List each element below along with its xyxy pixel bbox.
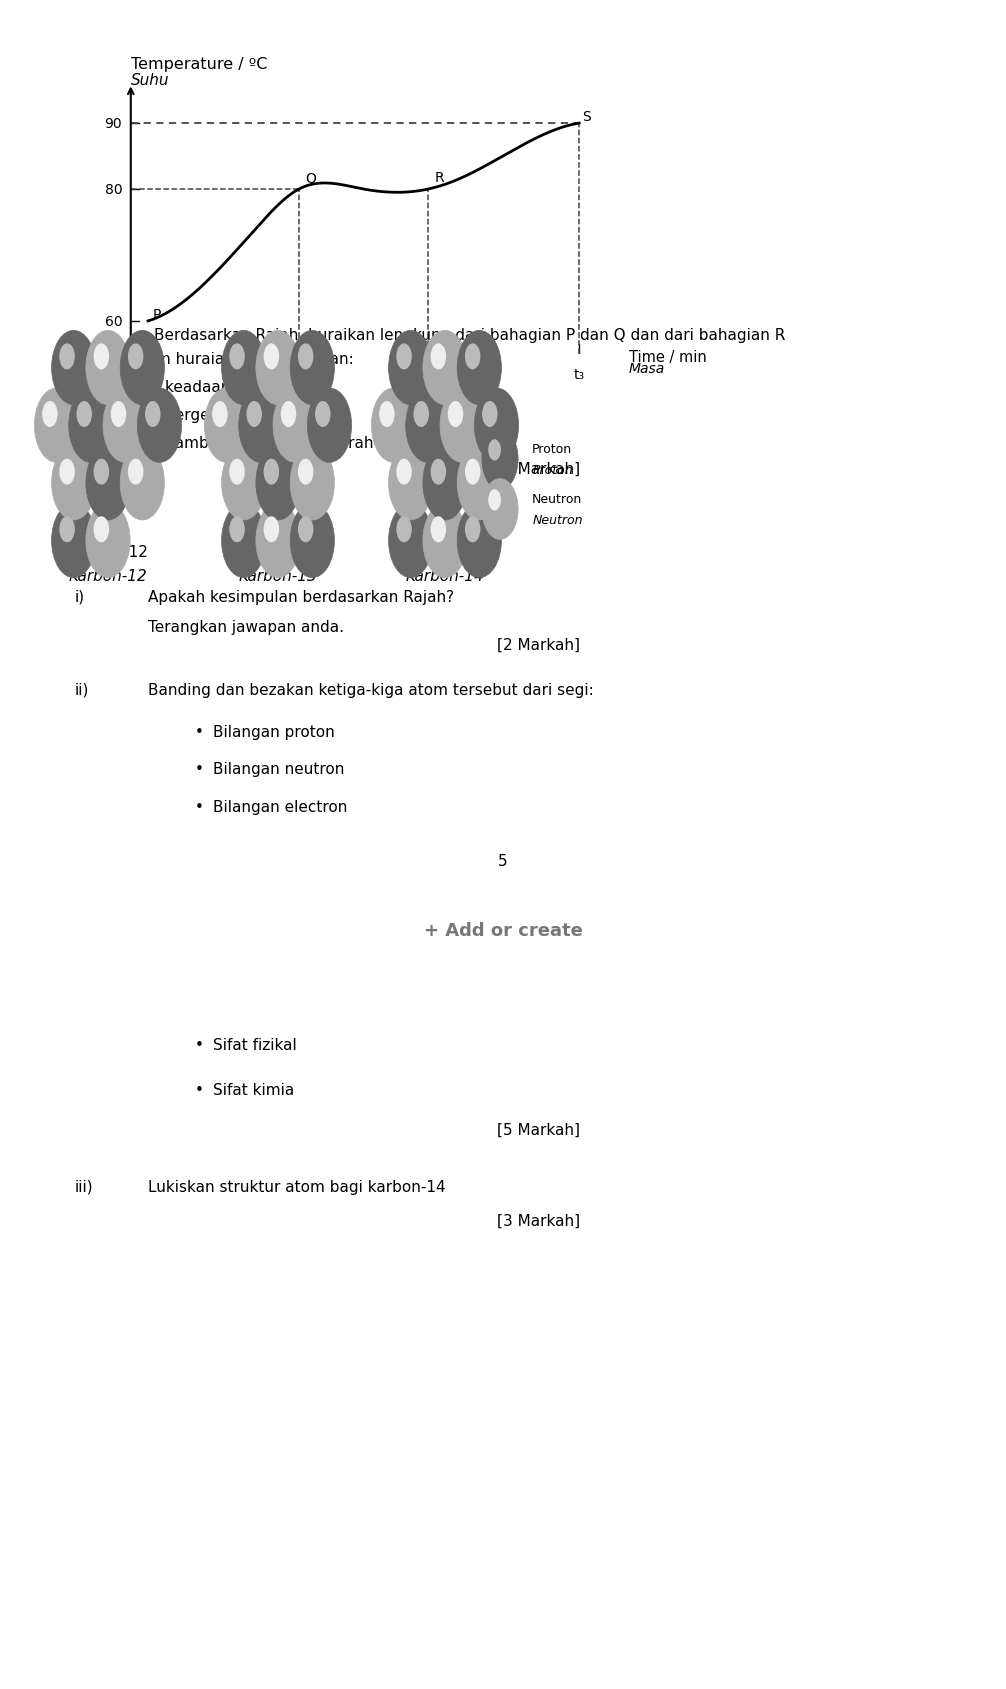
Text: keadaan jirim: keadaan jirim (165, 380, 270, 395)
Text: Bilangan proton: Bilangan proton (213, 725, 335, 740)
Text: •: • (148, 380, 157, 395)
Text: Temperature / ºC: Temperature / ºC (131, 57, 268, 73)
Text: t₁: t₁ (294, 368, 305, 382)
Text: Sifat kimia: Sifat kimia (213, 1083, 294, 1098)
Text: P: P (152, 307, 161, 321)
Text: [2 Markah]: [2 Markah] (497, 637, 580, 652)
Text: pergerakan zarah-zarah: pergerakan zarah-zarah (165, 407, 349, 422)
Text: Karbon-13: Karbon-13 (238, 568, 317, 583)
Text: •: • (195, 799, 204, 814)
Text: gambarajah susunan zarah-zarah: gambarajah susunan zarah-zarah (165, 436, 422, 451)
Text: + Add or create: + Add or create (424, 922, 582, 939)
Text: Time / min: Time / min (629, 350, 706, 365)
Text: Bilangan electron: Bilangan electron (213, 799, 347, 814)
Text: Suhu: Suhu (131, 73, 169, 88)
Text: Berdasarkan Rajah, huraikan lengkung dari bahagian P dan Q dan dari bahagian R: Berdasarkan Rajah, huraikan lengkung dar… (115, 328, 786, 343)
Text: Bilangan neutron: Bilangan neutron (213, 762, 344, 777)
Text: [5 Markah]: [5 Markah] (497, 1121, 580, 1137)
Text: •: • (195, 762, 204, 777)
Text: Terangkan jawapan anda.: Terangkan jawapan anda. (148, 620, 344, 635)
Text: i): i) (75, 589, 86, 605)
Text: Carbon-12: Carbon-12 (68, 544, 148, 559)
Text: Proton: Proton (532, 463, 572, 476)
Text: [6 Markah]: [6 Markah] (497, 461, 580, 476)
Text: •: • (195, 1083, 204, 1098)
Text: Carbon-13: Carbon-13 (238, 544, 318, 559)
Text: Carbon-14: Carbon-14 (405, 544, 485, 559)
Text: R: R (435, 171, 445, 186)
Text: Neutron: Neutron (532, 513, 582, 527)
Text: Karbon-14: Karbon-14 (405, 568, 484, 583)
Text: Karbon-12: Karbon-12 (68, 568, 147, 583)
Text: 60: 60 (105, 314, 122, 329)
Text: •: • (195, 725, 204, 740)
Text: t₃: t₃ (573, 368, 584, 382)
Text: [3 Markah]: [3 Markah] (497, 1213, 580, 1228)
Text: Sifat fizikal: Sifat fizikal (213, 1037, 297, 1052)
Text: •: • (148, 436, 157, 451)
Text: ii): ii) (75, 682, 90, 698)
Text: Banding dan bezakan ketiga-kiga atom tersebut dari segi:: Banding dan bezakan ketiga-kiga atom ter… (148, 682, 594, 698)
Text: Lukiskan struktur atom bagi karbon-14: Lukiskan struktur atom bagi karbon-14 (148, 1179, 446, 1194)
Text: Q: Q (306, 171, 316, 186)
Text: •: • (148, 407, 157, 422)
Text: S: S (582, 110, 592, 123)
Text: dan S. Dalam huraian anda sertakan:: dan S. Dalam huraian anda sertakan: (68, 351, 354, 367)
Text: 80: 80 (105, 182, 122, 198)
Text: •: • (195, 1037, 204, 1052)
Text: Masa: Masa (629, 361, 665, 375)
Text: 5: 5 (498, 853, 508, 868)
Text: iii): iii) (75, 1179, 94, 1194)
Text: Proton: Proton (532, 443, 572, 456)
Text: 90: 90 (105, 117, 122, 132)
Text: Neutron: Neutron (532, 493, 582, 507)
Text: Apakah kesimpulan berdasarkan Rajah?: Apakah kesimpulan berdasarkan Rajah? (148, 589, 454, 605)
Text: t₂: t₂ (423, 368, 434, 382)
